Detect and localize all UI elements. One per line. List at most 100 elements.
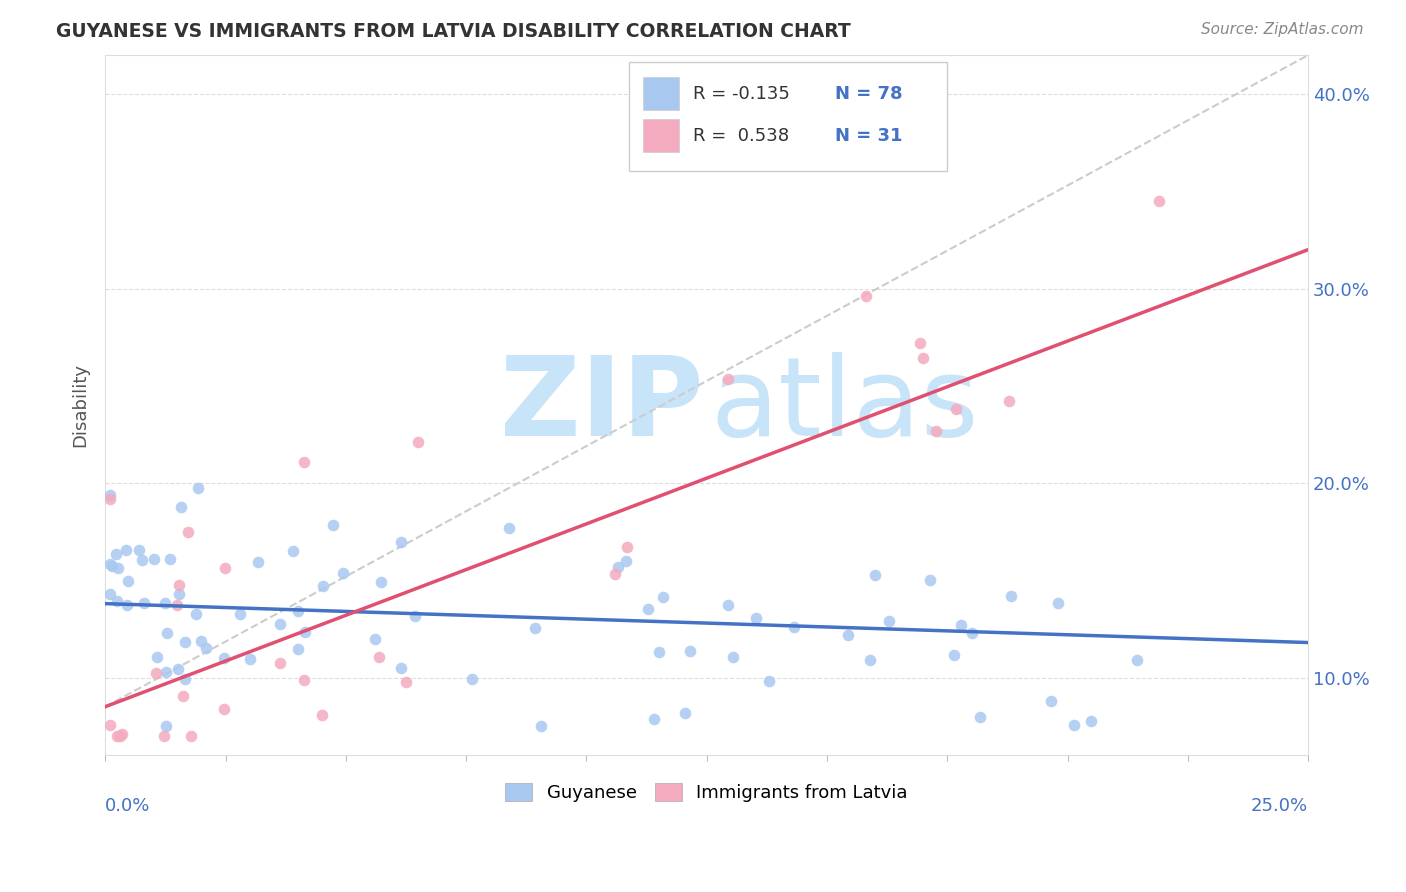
Point <box>322 517 344 532</box>
Point <box>294 625 316 640</box>
Point <box>98 558 121 572</box>
Point <box>1046 596 1069 610</box>
Point <box>214 561 236 575</box>
Point <box>745 611 768 625</box>
Point <box>312 579 335 593</box>
Text: N = 31: N = 31 <box>835 127 903 145</box>
Point <box>332 566 354 580</box>
Y-axis label: Disability: Disability <box>72 363 89 447</box>
Point <box>758 673 780 688</box>
Point <box>98 488 121 502</box>
Point <box>606 559 628 574</box>
Point <box>212 650 235 665</box>
Point <box>134 596 156 610</box>
Point <box>837 628 859 642</box>
Point <box>523 621 546 635</box>
Point <box>167 577 190 591</box>
Point <box>679 644 702 658</box>
Point <box>960 626 983 640</box>
Point <box>128 542 150 557</box>
Point <box>643 713 665 727</box>
Point <box>370 575 392 590</box>
Point <box>363 632 385 646</box>
Text: R =  0.538: R = 0.538 <box>693 127 790 145</box>
Point <box>172 690 194 704</box>
Point <box>945 402 967 417</box>
Point <box>156 626 179 640</box>
Point <box>1147 194 1170 208</box>
FancyBboxPatch shape <box>643 119 679 153</box>
Point <box>716 372 738 386</box>
Point <box>368 650 391 665</box>
Point <box>498 521 520 535</box>
Point <box>166 598 188 612</box>
Point <box>863 567 886 582</box>
Point <box>194 640 217 655</box>
Point <box>269 657 291 671</box>
Point <box>114 542 136 557</box>
Point <box>105 594 128 608</box>
Point <box>859 653 882 667</box>
Point <box>187 482 209 496</box>
Point <box>1063 718 1085 732</box>
Point <box>721 650 744 665</box>
Point <box>153 596 176 610</box>
Point <box>269 617 291 632</box>
Point <box>912 351 935 365</box>
Point <box>100 559 122 574</box>
Point <box>105 729 128 743</box>
Point <box>311 707 333 722</box>
Text: R = -0.135: R = -0.135 <box>693 85 790 103</box>
Point <box>908 335 931 350</box>
Point <box>998 394 1021 409</box>
Point <box>1000 590 1022 604</box>
Text: GUYANESE VS IMMIGRANTS FROM LATVIA DISABILITY CORRELATION CHART: GUYANESE VS IMMIGRANTS FROM LATVIA DISAB… <box>56 22 851 41</box>
Point <box>877 614 900 628</box>
Point <box>1040 694 1063 708</box>
Point <box>969 710 991 724</box>
Point <box>637 602 659 616</box>
Point <box>651 590 673 604</box>
Point <box>239 652 262 666</box>
Point <box>287 642 309 657</box>
Point <box>943 648 966 662</box>
Point <box>155 665 177 679</box>
Point <box>389 660 412 674</box>
Point <box>389 535 412 549</box>
Point <box>673 706 696 720</box>
Point <box>294 673 316 687</box>
Point <box>530 719 553 733</box>
Point <box>174 634 197 648</box>
Point <box>614 554 637 568</box>
Point <box>111 726 134 740</box>
Point <box>247 555 270 569</box>
Point <box>229 607 252 622</box>
Point <box>98 586 121 600</box>
Point <box>406 434 429 449</box>
FancyBboxPatch shape <box>628 62 948 170</box>
Point <box>155 719 177 733</box>
Point <box>1126 653 1149 667</box>
Point <box>108 729 131 743</box>
Point <box>395 675 418 690</box>
FancyBboxPatch shape <box>643 77 679 111</box>
Point <box>177 524 200 539</box>
Point <box>145 665 167 680</box>
Point <box>98 718 121 732</box>
Point <box>855 289 877 303</box>
Point <box>131 553 153 567</box>
Point <box>404 608 426 623</box>
Point <box>184 607 207 621</box>
Point <box>920 573 942 587</box>
Point <box>170 500 193 514</box>
Point <box>648 645 671 659</box>
Point <box>603 567 626 582</box>
Point <box>105 547 128 561</box>
Point <box>159 552 181 566</box>
Point <box>292 455 315 469</box>
Point <box>117 574 139 588</box>
Point <box>616 540 638 554</box>
Text: 25.0%: 25.0% <box>1251 797 1308 815</box>
Point <box>180 729 202 743</box>
Point <box>169 587 191 601</box>
